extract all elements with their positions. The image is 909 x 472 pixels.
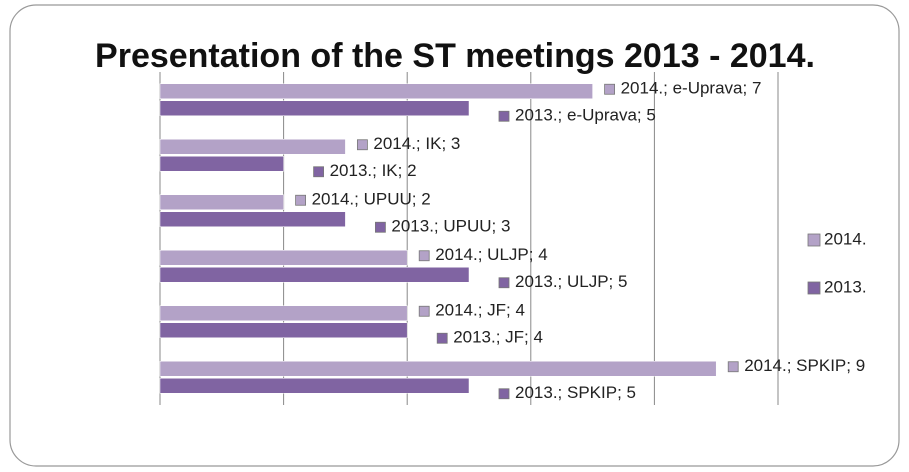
bar	[159, 361, 717, 377]
bar	[159, 194, 284, 210]
legend-label: 2014.	[824, 229, 867, 248]
bar	[159, 267, 470, 283]
bar	[159, 250, 408, 266]
chart-frame	[9, 4, 900, 467]
data-label: 2014.; e-Uprava; 7	[621, 79, 762, 98]
data-label: 2013.; IK; 2	[330, 161, 417, 180]
label-key	[295, 194, 307, 206]
data-label: 2013.; UPUU; 3	[391, 217, 510, 236]
chart-title: Presentation of the ST meetings 2013 - 2…	[95, 37, 815, 75]
label-key	[418, 250, 430, 262]
label-key	[498, 110, 510, 122]
data-label: 2014.; ULJP; 4	[435, 245, 547, 264]
label-key	[418, 305, 430, 317]
bar	[159, 100, 470, 116]
label-key	[604, 83, 615, 95]
data-label: 2014.; SPKIP; 9	[744, 356, 865, 375]
data-label: 2014.; UPUU; 2	[312, 190, 431, 209]
label-key	[436, 332, 448, 344]
bar	[159, 305, 408, 321]
label-key	[498, 277, 510, 289]
legend-label: 2013.	[824, 277, 867, 296]
data-label: 2013.; e-Uprava; 5	[515, 106, 656, 125]
data-label: 2013.; ULJP; 5	[515, 272, 627, 291]
data-label: 2013.; SPKIP; 5	[515, 383, 636, 402]
label-key	[498, 388, 510, 400]
data-label: 2013.; JF; 4	[453, 328, 543, 347]
label-key	[727, 361, 739, 373]
bar	[159, 211, 346, 227]
bar	[159, 322, 408, 338]
bar	[159, 83, 593, 99]
label-key	[313, 166, 325, 178]
data-label: 2014.; JF; 4	[435, 301, 525, 320]
legend-key	[807, 233, 821, 247]
label-key	[356, 139, 368, 151]
bar	[159, 156, 284, 172]
bar	[159, 139, 346, 155]
label-key	[374, 221, 386, 233]
legend-key	[807, 281, 821, 295]
bar	[159, 378, 470, 394]
data-label: 2014.; IK; 3	[373, 134, 460, 153]
